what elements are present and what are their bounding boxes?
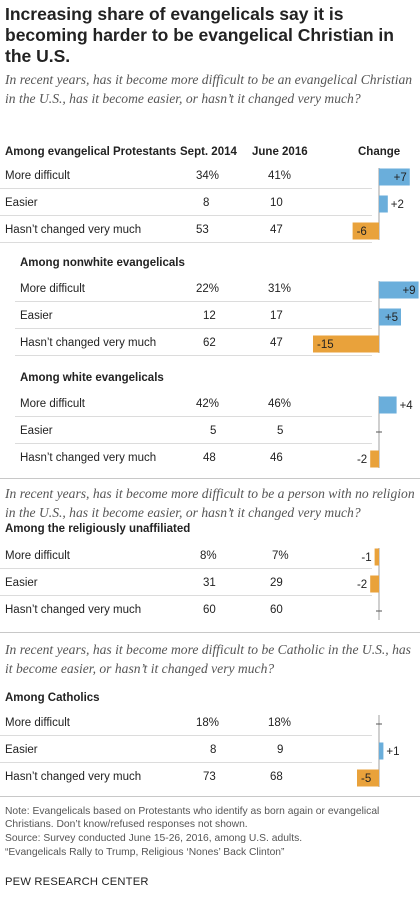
- question-evangelical: In recent years, has it become more diff…: [5, 72, 413, 106]
- group-title-white-evangelicals: Among white evangelicals: [20, 372, 164, 384]
- value-june-2016: 68: [270, 771, 283, 783]
- group-title-evangelical-protestants: Among evangelical Protestants: [5, 146, 177, 158]
- value-sept-2014: 34%: [196, 170, 220, 182]
- value-sept-2014: 12: [203, 310, 216, 322]
- row-label: Hasn’t changed very much: [5, 604, 142, 616]
- value-june-2016: 7%: [272, 550, 289, 562]
- change-value-label: +7: [394, 172, 407, 184]
- change-value-label: +9: [402, 285, 415, 297]
- change-value-label: +4: [400, 400, 414, 412]
- change-bar-decrease: [370, 450, 379, 468]
- column-header-sept-2014: Sept. 2014: [180, 146, 237, 158]
- value-sept-2014: 62: [203, 337, 216, 349]
- value-june-2016: 41%: [268, 170, 292, 182]
- value-june-2016: 17: [270, 310, 283, 322]
- value-sept-2014: 8: [203, 197, 210, 209]
- change-value-label: -5: [361, 773, 371, 785]
- report-title: “Evangelicals Rally to Trump, Religious …: [5, 847, 285, 858]
- value-sept-2014: 5: [210, 425, 217, 437]
- value-june-2016: 5: [277, 425, 284, 437]
- row-label: Easier: [5, 577, 38, 589]
- group-title-religiously-unaffiliated: Among the religiously unaffiliated: [5, 523, 191, 535]
- change-value-label: -6: [357, 226, 367, 238]
- change-bar-decrease: [313, 335, 379, 353]
- value-june-2016: 18%: [268, 717, 292, 729]
- value-june-2016: 29: [270, 577, 283, 589]
- change-bar-decrease: [352, 222, 379, 240]
- question-catholic: In recent years, has it become more diff…: [5, 642, 411, 676]
- change-value-label: +2: [391, 199, 404, 211]
- value-sept-2014: 53: [196, 224, 209, 236]
- value-june-2016: 47: [270, 224, 283, 236]
- change-bar-increase: [379, 308, 401, 326]
- group-title-nonwhite-evangelicals: Among nonwhite evangelicals: [20, 257, 185, 269]
- value-june-2016: 10: [270, 197, 283, 209]
- row-label: Easier: [5, 197, 38, 209]
- change-value-label: -15: [317, 339, 334, 351]
- change-value-label: +5: [385, 312, 398, 324]
- value-sept-2014: 18%: [196, 717, 220, 729]
- pew-research-center-logo: PEW RESEARCH CENTER: [5, 876, 149, 888]
- group-title-catholics: Among Catholics: [5, 692, 100, 704]
- row-label: Easier: [20, 425, 53, 437]
- row-label: Easier: [5, 744, 38, 756]
- change-bar-increase: [379, 742, 384, 760]
- change-value-label: +1: [386, 746, 399, 758]
- chart-title: Increasing share of evangelicals say it …: [5, 4, 394, 66]
- row-label: Hasn’t changed very much: [5, 224, 142, 236]
- change-bar-increase: [379, 281, 419, 299]
- change-value-label: -1: [361, 552, 371, 564]
- value-june-2016: 9: [277, 744, 284, 756]
- row-label: Easier: [20, 310, 53, 322]
- value-sept-2014: 60: [203, 604, 216, 616]
- value-sept-2014: 73: [203, 771, 216, 783]
- value-june-2016: 46: [270, 452, 283, 464]
- value-june-2016: 46%: [268, 398, 292, 410]
- value-sept-2014: 22%: [196, 283, 220, 295]
- value-june-2016: 47: [270, 337, 283, 349]
- source-text: Source: Survey conducted June 15-26, 201…: [5, 833, 303, 844]
- row-label: Hasn’t changed very much: [20, 337, 157, 349]
- change-bar-increase: [379, 195, 388, 213]
- note-text: Note: Evangelicals based on Protestants …: [5, 806, 380, 831]
- row-label: More difficult: [5, 170, 70, 182]
- value-sept-2014: 8: [210, 744, 217, 756]
- change-bar-decrease: [374, 548, 379, 566]
- row-label: Hasn’t changed very much: [5, 771, 142, 783]
- column-header-june-2016: June 2016: [252, 146, 308, 158]
- change-bar-increase: [379, 396, 397, 414]
- change-bar-increase: [379, 168, 410, 186]
- value-sept-2014: 42%: [196, 398, 220, 410]
- row-label: More difficult: [5, 550, 70, 562]
- row-label: Hasn’t changed very much: [20, 452, 157, 464]
- value-june-2016: 31%: [268, 283, 292, 295]
- value-june-2016: 60: [270, 604, 283, 616]
- change-value-label: -2: [357, 579, 367, 591]
- row-label: More difficult: [20, 283, 85, 295]
- question-no-religion: In recent years, has it become more diff…: [5, 486, 415, 520]
- change-bar-decrease: [370, 575, 379, 593]
- row-label: More difficult: [5, 717, 70, 729]
- value-sept-2014: 31: [203, 577, 216, 589]
- row-label: More difficult: [20, 398, 85, 410]
- value-sept-2014: 48: [203, 452, 216, 464]
- change-value-label: -2: [357, 454, 367, 466]
- change-bar-decrease: [357, 769, 379, 787]
- value-sept-2014: 8%: [200, 550, 217, 562]
- column-header-change: Change: [358, 146, 401, 158]
